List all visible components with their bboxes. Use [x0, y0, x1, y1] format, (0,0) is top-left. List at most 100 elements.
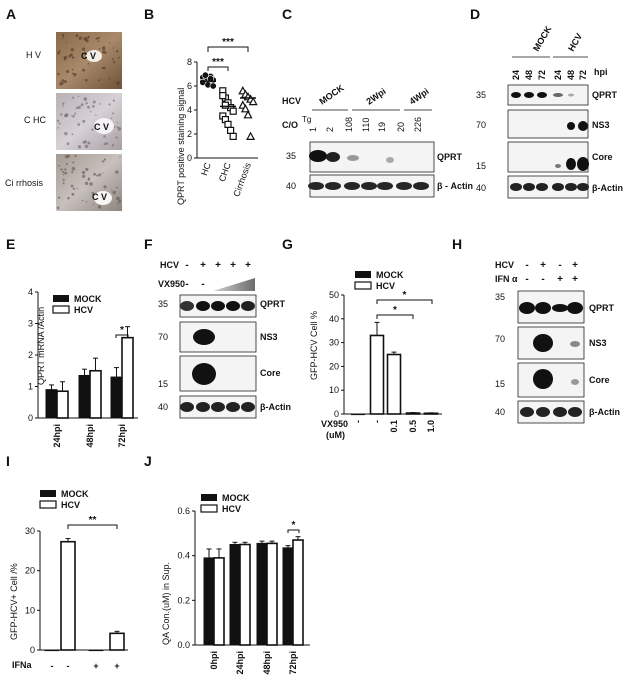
sample-id: 1 — [308, 127, 318, 132]
blot-band — [241, 402, 255, 412]
legend-swatch-mock — [53, 295, 69, 302]
panel-letter-h: H — [452, 236, 462, 252]
x-category-label: + — [93, 661, 98, 671]
tissue-nucleus — [71, 72, 74, 75]
tissue-nucleus — [80, 103, 84, 107]
data-point — [209, 82, 217, 90]
tissue-nucleus — [72, 187, 76, 190]
tg-label: Tg — [302, 115, 311, 124]
tissue-nucleus — [116, 81, 120, 85]
tissue-nucleus — [57, 72, 60, 76]
blot-strip-qprt — [507, 84, 589, 106]
y-tick-label: 30 — [25, 526, 35, 536]
blot-strip-ns3 — [179, 321, 257, 353]
blot-band — [192, 363, 216, 385]
bar-hcv — [109, 632, 125, 651]
tissue-nucleus — [78, 36, 83, 40]
tissue-nucleus — [77, 123, 81, 126]
marker-40: 40 — [495, 407, 505, 417]
y-tick-label: 2 — [28, 350, 33, 360]
y-axis-label: GFP-HCV+ Cell /% — [9, 563, 19, 640]
marker-35: 35 — [495, 292, 505, 302]
significance-bracket — [287, 529, 300, 533]
tissue-nucleus — [112, 99, 115, 102]
sign-label: - — [525, 274, 528, 285]
y-tick-label: 1 — [28, 382, 33, 392]
tissue-nucleus — [62, 36, 64, 39]
sign-label: + — [245, 260, 251, 271]
protein-label-ns3: NS3 — [260, 332, 278, 342]
marker-15: 15 — [158, 379, 168, 389]
tissue-nucleus — [103, 185, 107, 189]
tissue-nucleus — [103, 158, 107, 161]
row-label-vx950: VX950 — [321, 419, 348, 429]
sample-id: 108 — [344, 117, 354, 132]
significance-bracket — [207, 66, 229, 71]
tissue-nucleus — [66, 142, 70, 146]
tissue-nucleus — [65, 162, 68, 165]
tissue-nucleus — [72, 161, 75, 164]
timepoint-label: 24 — [553, 70, 563, 80]
tissue-nucleus — [58, 122, 61, 125]
bar-hcv — [423, 412, 439, 415]
tissue-nucleus — [108, 103, 111, 106]
x-category-label: HC — [199, 161, 213, 177]
tissue-nucleus — [60, 168, 63, 171]
sign-label: + — [572, 274, 578, 285]
y-axis-label: QA Con.(uM) in Sup. — [161, 562, 171, 645]
marker-40: 40 — [286, 181, 296, 191]
row-label-hcv: HCV — [282, 96, 301, 106]
legend-swatch-hcv — [39, 500, 57, 509]
tissue-nucleus — [82, 119, 86, 123]
legend-swatch-mock — [201, 494, 217, 501]
x-category-label: CHC — [217, 161, 233, 183]
y-tick-label: 0 — [30, 645, 35, 655]
tissue-nucleus — [77, 105, 81, 109]
blot-band — [567, 302, 583, 314]
y-tick-label: 4 — [28, 287, 33, 297]
y-tick-label: 2 — [187, 129, 192, 139]
tissue-nucleus — [91, 191, 95, 195]
tissue-nucleus — [101, 160, 105, 163]
x-category-label: 1.0 — [426, 420, 436, 433]
tissue-nucleus — [91, 105, 95, 108]
bar-hcv — [369, 334, 385, 415]
blot-band — [226, 402, 240, 412]
significance-label: * — [120, 325, 124, 336]
legend-label-mock: MOCK — [376, 270, 404, 280]
significance-bracket — [67, 524, 118, 529]
blot-band — [347, 155, 359, 161]
data-point — [201, 71, 209, 79]
tissue-nucleus — [112, 112, 114, 115]
data-point — [224, 120, 232, 129]
vessel-label: C V — [92, 192, 107, 202]
sign-label: + — [557, 274, 563, 285]
data-point — [248, 96, 258, 106]
marker-15: 15 — [495, 379, 505, 389]
tissue-nucleus — [69, 53, 73, 57]
blot-band — [535, 302, 551, 314]
protein-label-actin: β-Actin — [589, 407, 620, 417]
tissue-nucleus — [87, 36, 90, 39]
tissue-nucleus — [116, 121, 119, 123]
x-category-label: 24hpi — [52, 424, 62, 448]
row-label-hcv: HCV — [160, 260, 179, 270]
row-label-co: C/O — [282, 120, 298, 130]
sign-label: + — [230, 260, 236, 271]
blot-band — [577, 157, 589, 171]
tissue-nucleus — [96, 174, 99, 177]
tissue-nucleus — [76, 187, 78, 190]
tissue-nucleus — [71, 56, 75, 59]
tissue-nucleus — [64, 168, 67, 171]
panel-b-scatter: QPRT positive staining signal 0 2 4 6 8 HC CHC… — [176, 37, 258, 205]
significance-label: * — [292, 520, 296, 531]
tissue-nucleus — [57, 196, 61, 199]
sign-label: - — [541, 274, 544, 285]
data-point — [207, 75, 215, 83]
tissue-nucleus — [71, 192, 75, 196]
bar-hcv — [89, 369, 102, 419]
panel-letter-g: G — [282, 236, 293, 252]
tissue-nucleus — [90, 111, 92, 113]
tissue-nucleus — [117, 202, 119, 205]
x-category-label: - — [51, 661, 54, 671]
